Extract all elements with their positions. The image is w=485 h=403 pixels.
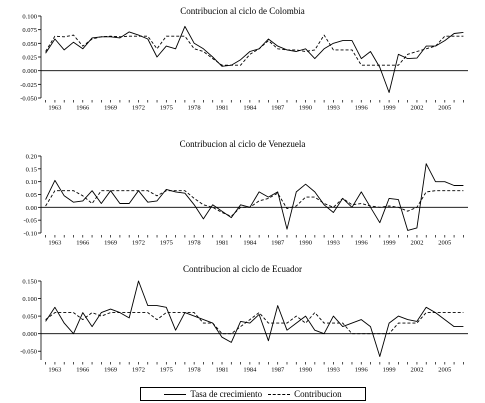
y-tick-label: 0.000 <box>22 331 37 338</box>
series-line-tasa-de-crecimiento <box>45 280 464 357</box>
y-tick-label: 0.150 <box>22 279 37 286</box>
x-tick-label: 1981 <box>216 240 229 247</box>
chart-venezuela: -0.10 -0.05 0.00 0.05 0.10 0.15 0.20 1963 1966 19… <box>23 154 468 247</box>
chart-title-ecuador: Contribucion al ciclo de Ecuador <box>183 264 302 274</box>
y-tick-label: -0.050 <box>20 349 37 356</box>
legend-item-contribution: Contribucion <box>268 389 342 399</box>
x-tick-label: 1987 <box>271 367 285 374</box>
y-tick-label: 0.100 <box>22 296 37 303</box>
y-tick-label: 0.050 <box>22 314 37 321</box>
x-tick-label: 1975 <box>160 367 173 374</box>
x-tick-label: 1987 <box>271 240 285 247</box>
x-tick-label: 1999 <box>383 367 396 374</box>
x-tick-label: 1987 <box>271 105 285 112</box>
x-tick-label: 1966 <box>76 105 90 112</box>
x-tick-label: 2002 <box>410 240 423 247</box>
x-tick-label: 1993 <box>327 105 340 112</box>
x-tick-label: 1975 <box>160 105 173 112</box>
x-tick-label: 1984 <box>243 240 257 247</box>
y-tick-label: -0.050 <box>20 96 37 103</box>
legend: Tasa de crecimiento Contribucion <box>140 387 366 401</box>
x-tick-label: 2005 <box>438 105 451 112</box>
x-tick-label: 1999 <box>383 240 396 247</box>
x-tick-label: 1972 <box>132 105 145 112</box>
x-tick-label: 2002 <box>410 367 423 374</box>
y-tick-label: 0.15 <box>26 166 37 173</box>
y-tick-label: 0.000 <box>22 68 37 75</box>
y-tick-label: 0.100 <box>22 14 37 21</box>
x-tick-label: 1969 <box>104 367 117 374</box>
x-tick-label: 1966 <box>76 367 90 374</box>
x-tick-label: 1963 <box>48 105 61 112</box>
legend-item-growth: Tasa de crecimiento <box>164 389 262 399</box>
x-tick-label: 2005 <box>438 240 451 247</box>
x-tick-label: 1984 <box>243 367 257 374</box>
x-tick-label: 1978 <box>188 240 201 247</box>
y-tick-label: 0.075 <box>22 27 37 34</box>
chart-title-colombia: Contribucion al ciclo de Colombia <box>180 6 305 16</box>
y-tick-label: -0.025 <box>20 82 37 89</box>
chart-colombia: -0.050 -0.025 0.000 0.025 0.050 0.075 0.100 196… <box>20 14 468 112</box>
x-tick-label: 1975 <box>160 240 173 247</box>
x-tick-label: 1990 <box>299 240 312 247</box>
x-tick-label: 1984 <box>243 105 257 112</box>
series-line-tasa-de-crecimiento <box>45 25 464 93</box>
x-tick-label: 1981 <box>216 367 229 374</box>
x-tick-label: 1966 <box>76 240 90 247</box>
x-tick-label: 1996 <box>355 367 369 374</box>
series-line-tasa-de-crecimiento <box>45 163 464 231</box>
x-tick-label: 2005 <box>438 367 451 374</box>
y-tick-label: 0.20 <box>26 154 37 161</box>
legend-swatch-dashed <box>268 393 291 395</box>
chart-title-venezuela: Contribucion al ciclo de Venezuela <box>179 139 306 149</box>
x-tick-label: 1999 <box>383 105 396 112</box>
x-tick-label: 1996 <box>355 240 369 247</box>
y-tick-label: 0.025 <box>22 55 37 62</box>
x-tick-label: 1969 <box>104 240 117 247</box>
x-tick-label: 1969 <box>104 105 117 112</box>
x-tick-label: 1990 <box>299 367 312 374</box>
y-tick-label: -0.05 <box>23 218 37 225</box>
x-tick-label: 1972 <box>132 240 145 247</box>
x-tick-label: 1993 <box>327 240 340 247</box>
legend-swatch-solid <box>164 393 187 395</box>
x-tick-label: 1993 <box>327 367 340 374</box>
y-tick-label: 0.05 <box>26 192 37 199</box>
y-tick-label: 0.00 <box>26 205 37 212</box>
y-tick-label: 0.10 <box>26 179 37 186</box>
x-tick-label: 1990 <box>299 105 312 112</box>
series-line-contribucion <box>45 190 464 217</box>
y-tick-label: -0.10 <box>23 231 37 238</box>
x-tick-label: 1996 <box>355 105 369 112</box>
legend-label-growth: Tasa de crecimiento <box>190 389 263 399</box>
x-tick-label: 1981 <box>216 105 229 112</box>
x-tick-label: 2002 <box>410 105 423 112</box>
legend-label-contribution: Contribucion <box>294 389 342 399</box>
y-tick-label: 0.050 <box>22 41 37 48</box>
series-line-contribucion <box>45 34 464 66</box>
x-tick-label: 1972 <box>132 367 145 374</box>
x-tick-label: 1978 <box>188 105 201 112</box>
series-line-contribucion <box>45 312 464 335</box>
x-tick-label: 1963 <box>48 240 61 247</box>
chart-ecuador: -0.050 0.000 0.050 0.100 0.150 1963 1966 1969 19… <box>20 279 468 374</box>
x-tick-label: 1978 <box>188 367 201 374</box>
x-tick-label: 1963 <box>48 367 61 374</box>
